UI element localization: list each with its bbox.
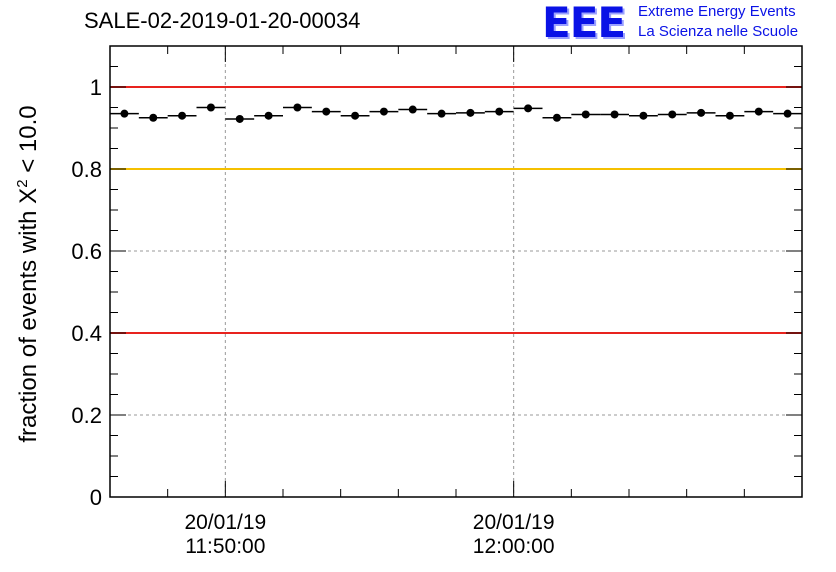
y-tick-label: 0.8	[71, 157, 102, 182]
data-point	[437, 109, 446, 118]
logo-text-line1: Extreme Energy Events	[638, 3, 796, 20]
data-point	[668, 110, 677, 119]
x-tick-label: 20/01/19 12:00:00	[444, 511, 584, 559]
x-tick-label: 20/01/19 11:50:00	[155, 511, 295, 559]
data-point	[754, 107, 763, 116]
data-point	[408, 105, 417, 114]
data-point	[264, 111, 273, 120]
y-axis-label-prefix: fraction of events with	[15, 209, 42, 443]
data-point	[466, 108, 475, 117]
y-tick-label: 0.6	[71, 239, 102, 264]
data-point	[379, 107, 388, 116]
data-points	[110, 103, 802, 123]
y-tick-labels: 0 0.2 0.4 0.6 0.8 1	[71, 75, 102, 510]
data-point	[610, 110, 619, 119]
reference-lines	[110, 86, 802, 334]
y-axis-label-exponent: 2	[14, 178, 31, 188]
data-point	[351, 111, 360, 120]
y-tick-label: 1	[90, 75, 102, 100]
data-point	[178, 111, 187, 120]
data-point	[149, 113, 158, 122]
data-point	[639, 111, 648, 120]
y-axis-label: fraction of events with X2 < 10.0	[14, 105, 43, 442]
y-axis-label-symbol: X	[15, 187, 42, 204]
data-point	[235, 114, 244, 123]
y-tick-label: 0.4	[71, 321, 102, 346]
x-tick-label-time: 12:00:00	[472, 535, 555, 558]
y-tick-label: 0	[90, 485, 102, 510]
y-axis-label-suffix: < 10.0	[15, 104, 42, 173]
data-point	[206, 103, 215, 112]
data-point	[783, 109, 792, 118]
data-point	[120, 109, 129, 118]
data-point	[552, 113, 561, 122]
y-tick-label: 0.2	[71, 403, 102, 428]
eee-logo: EEE	[542, 0, 626, 47]
data-point	[581, 110, 590, 119]
x-tick-label-date: 20/01/19	[472, 511, 555, 534]
logo-text-line2: La Scienza nelle Scuole	[638, 23, 799, 40]
axes	[109, 45, 803, 498]
data-point	[524, 104, 533, 113]
data-point	[495, 107, 504, 116]
x-tick-label-time: 11:50:00	[185, 535, 266, 558]
data-point	[697, 108, 706, 117]
run-title: SALE-02-2019-01-20-00034	[84, 8, 361, 33]
data-point	[322, 107, 331, 116]
x-tick-label-date: 20/01/19	[184, 511, 267, 534]
data-point	[293, 103, 302, 112]
data-point	[725, 111, 734, 120]
